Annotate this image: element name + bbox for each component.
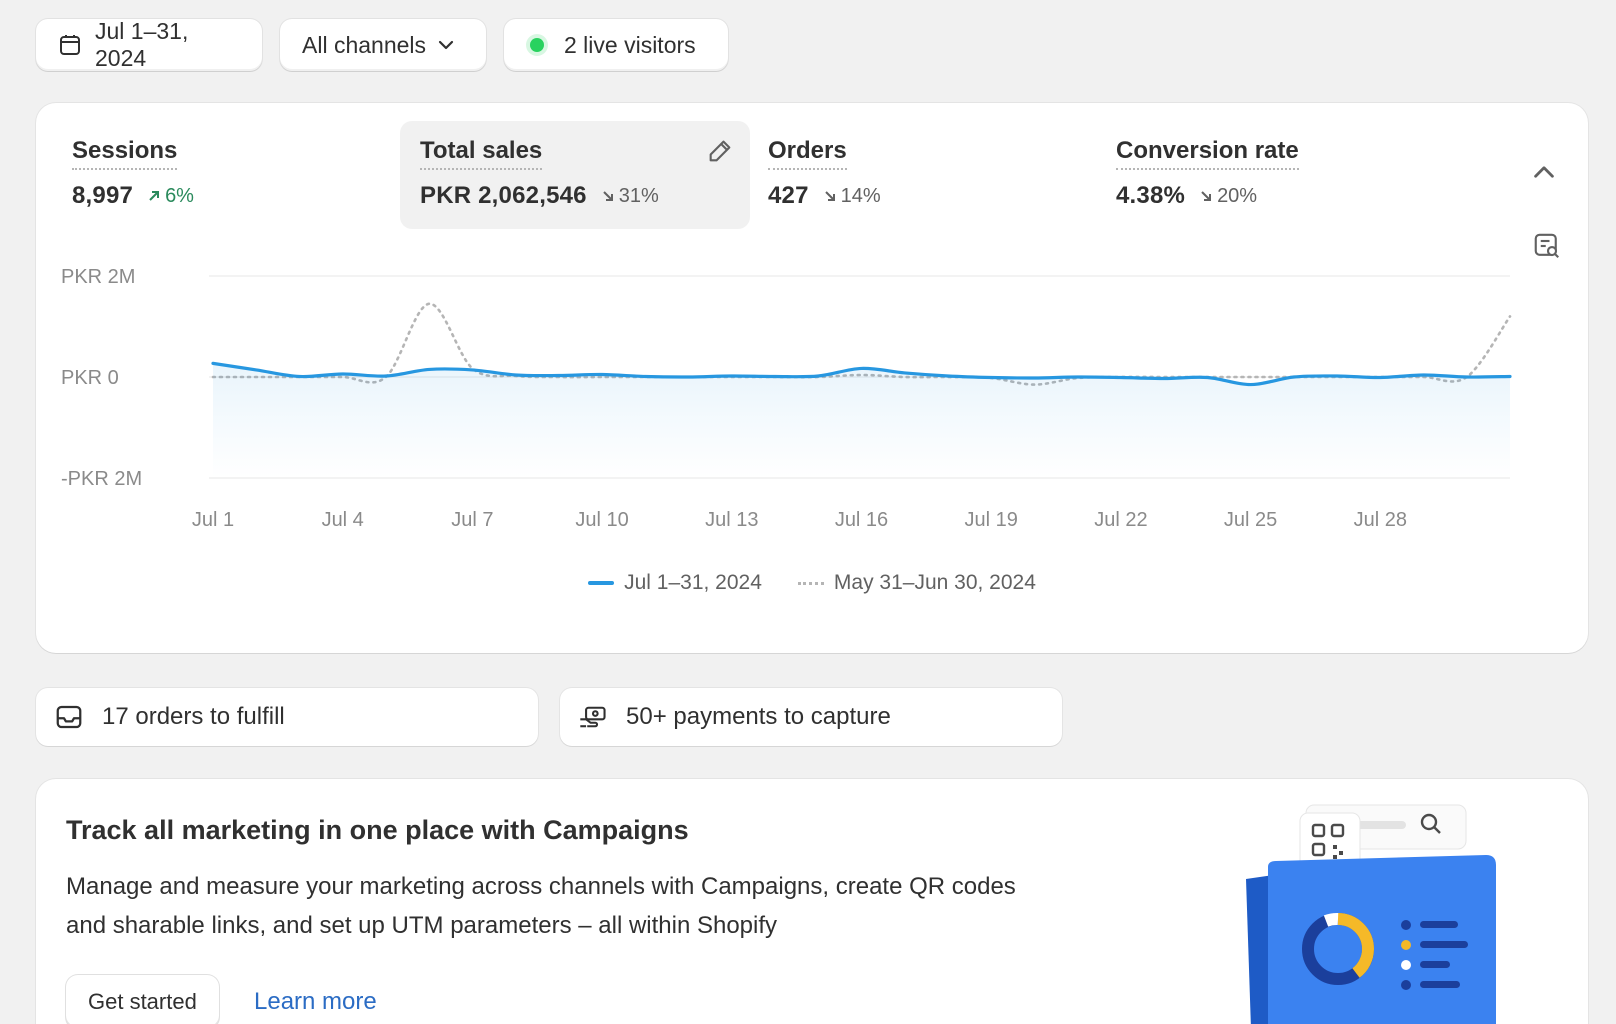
metric-delta: 6% (147, 185, 194, 208)
live-visitors-button[interactable]: 2 live visitors (504, 19, 728, 71)
pencil-icon[interactable] (706, 137, 734, 165)
payments-to-capture-card[interactable]: 50+ payments to capture (560, 688, 1062, 746)
campaign-description-line: Manage and measure your marketing across… (66, 873, 1016, 900)
get-started-button[interactable]: Get started (66, 975, 219, 1024)
live-status-icon (526, 34, 548, 56)
total-sales-chart: PKR 2M PKR 0 -PKR 2M Jul 1 Jul 4 Jul 7 Jul 10… (61, 266, 1512, 531)
y-tick-label: -PKR 2M (61, 468, 142, 490)
metric-delta: 31% (601, 185, 659, 208)
orders-to-fulfill-card[interactable]: 17 orders to fulfill (36, 688, 538, 746)
arrow-down-right-icon (824, 191, 835, 201)
legend-item-current[interactable]: Jul 1–31, 2024 (588, 571, 762, 595)
metric-orders[interactable]: Orders 427 14% (748, 121, 1098, 229)
legend-item-comparison[interactable]: May 31–Jun 30, 2024 (797, 571, 1036, 595)
chevron-up-icon[interactable] (1530, 158, 1558, 186)
metric-delta-value: 14% (840, 184, 881, 207)
filter-bar: Jul 1–31, 2024 All channels 2 live visit… (36, 18, 728, 71)
learn-more-link[interactable]: Learn more (254, 988, 377, 1015)
channel-label: All channels (302, 31, 427, 58)
metric-value: 4.38% (1116, 182, 1186, 209)
metric-value: PKR 2,062,546 (420, 182, 587, 209)
chevron-down-icon (436, 35, 456, 55)
date-range-button[interactable]: Jul 1–31, 2024 (36, 18, 262, 71)
payments-to-capture-label: 50+ payments to capture (626, 703, 891, 730)
campaign-folder-illustration (1246, 804, 1496, 1024)
campaign-description-line: and sharable links, and set up UTM param… (66, 912, 778, 939)
legend-label: Jul 1–31, 2024 (624, 571, 762, 594)
metric-delta-value: 6% (165, 184, 194, 207)
x-tick-label: Jul 22 (1094, 509, 1147, 531)
series-line-current (211, 361, 1512, 387)
legend-swatch-dotted (797, 581, 824, 585)
y-tick-label: PKR 2M (61, 266, 135, 288)
x-tick-label: Jul 10 (575, 509, 628, 531)
channel-select[interactable]: All channels (280, 19, 486, 71)
campaign-title: Track all marketing in one place with Ca… (66, 815, 689, 845)
arrow-up-right-icon (149, 191, 160, 201)
y-tick-label: PKR 0 (61, 367, 119, 389)
orders-to-fulfill-label: 17 orders to fulfill (102, 703, 285, 730)
metric-total-sales[interactable]: Total sales PKR 2,062,546 31% (400, 121, 750, 229)
series-area-current (213, 363, 1510, 478)
analytics-card: Sessions 8,997 6% Total sales PKR 2,062,… (36, 103, 1588, 653)
legend-label: May 31–Jun 30, 2024 (833, 571, 1036, 594)
x-tick-label: Jul 19 (965, 509, 1018, 531)
metric-label: Orders (768, 137, 847, 170)
legend-swatch-solid (588, 581, 615, 585)
metric-delta-value: 20% (1217, 184, 1258, 207)
x-tick-label: Jul 25 (1224, 509, 1277, 531)
metric-label: Sessions (72, 137, 178, 170)
campaign-description: Manage and measure your marketing across… (66, 867, 1186, 945)
x-tick-label: Jul 1 (192, 509, 234, 531)
metric-label: Total sales (420, 137, 543, 170)
arrow-down-right-icon (1201, 191, 1212, 201)
metric-value: 427 (768, 182, 809, 209)
live-visitors-label: 2 live visitors (564, 31, 696, 58)
metric-conversion-rate[interactable]: Conversion rate 4.38% 20% (1096, 121, 1446, 229)
x-tick-label: Jul 7 (451, 509, 493, 531)
metric-sessions[interactable]: Sessions 8,997 6% (52, 121, 402, 229)
cash-icon (578, 702, 608, 732)
arrow-down-right-icon (603, 191, 613, 201)
metric-delta: 14% (823, 185, 881, 208)
chart-search-icon[interactable] (1532, 231, 1562, 261)
campaigns-promo-card: Track all marketing in one place with Ca… (36, 779, 1588, 1024)
x-tick-label: Jul 28 (1354, 509, 1407, 531)
x-tick-label: Jul 16 (835, 509, 888, 531)
calendar-icon (58, 32, 83, 58)
x-tick-label: Jul 4 (322, 509, 364, 531)
metric-delta-value: 31% (618, 184, 659, 207)
x-tick-label: Jul 13 (705, 509, 758, 531)
date-range-label: Jul 1–31, 2024 (94, 18, 189, 71)
metric-delta: 20% (1199, 185, 1257, 208)
metric-value: 8,997 (72, 182, 134, 209)
inbox-icon (54, 702, 84, 732)
chart-legend: Jul 1–31, 2024 May 31–Jun 30, 2024 (36, 571, 1588, 595)
metric-label: Conversion rate (1116, 137, 1299, 170)
